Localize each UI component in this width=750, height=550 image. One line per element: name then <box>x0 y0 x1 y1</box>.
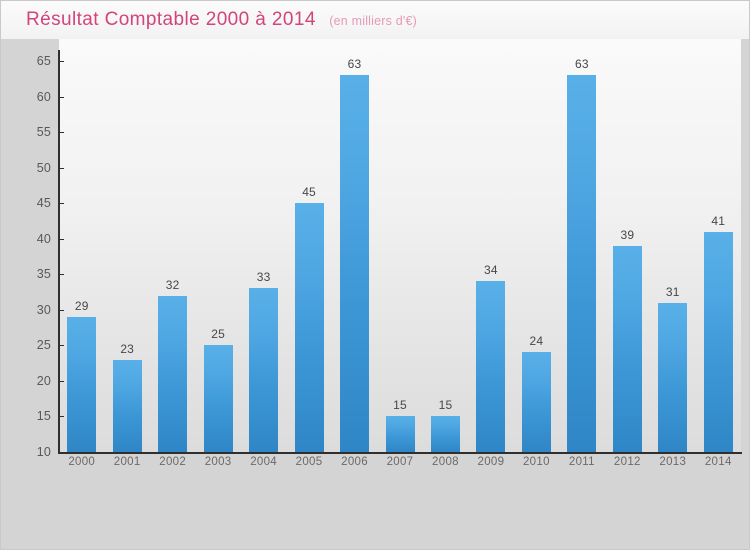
x-axis-tick-label: 2011 <box>568 456 595 468</box>
y-axis-tick-label: 60 <box>36 89 51 104</box>
y-axis-tick <box>58 452 64 453</box>
y-axis-tick <box>58 61 64 62</box>
x-axis-tick-label: 2007 <box>386 456 414 468</box>
y-axis-tick <box>58 238 64 240</box>
x-axis-tick-label: 2010 <box>522 456 550 468</box>
bar-2004[interactable] <box>249 288 279 452</box>
y-axis-tick-label: 50 <box>36 160 51 175</box>
bar-2011[interactable] <box>567 75 597 452</box>
bar-value-label: 32 <box>165 277 180 292</box>
bar-value-label: 23 <box>120 341 135 356</box>
y-axis-tick <box>58 309 64 311</box>
bar-2006[interactable] <box>340 75 370 452</box>
x-axis-tick-label: 2008 <box>432 456 459 468</box>
y-axis-tick <box>58 132 64 134</box>
bar-value-label: 41 <box>711 213 726 228</box>
bar-2009[interactable] <box>476 281 506 452</box>
x-axis-tick-label: 2002 <box>159 456 187 468</box>
y-axis-tick-label: 45 <box>36 196 51 211</box>
bar-2010[interactable] <box>521 352 551 452</box>
x-axis-tick-label: 2006 <box>341 456 368 468</box>
y-axis-tick <box>58 416 64 418</box>
x-axis-tick-label: 2012 <box>613 456 641 468</box>
bar-value-label: 63 <box>347 57 362 72</box>
bar-2001[interactable] <box>112 359 142 452</box>
bar-2005[interactable] <box>294 203 324 452</box>
x-axis-tick-label: 2005 <box>295 456 323 468</box>
x-axis-tick-label: 2009 <box>477 456 505 468</box>
bar-value-label: 31 <box>665 284 680 299</box>
bar-2013[interactable] <box>658 302 688 452</box>
bar-value-label: 34 <box>484 263 498 278</box>
title-group: Résultat Comptable 2000 à 2014 (en milli… <box>26 9 417 31</box>
bar-2003[interactable] <box>203 345 233 452</box>
y-axis-tick-label: 10 <box>36 445 51 459</box>
y-axis-tick-label: 25 <box>36 338 51 353</box>
bar-2014[interactable] <box>703 231 733 452</box>
bar-2008[interactable] <box>430 416 460 452</box>
y-axis-tick <box>58 345 64 347</box>
y-axis-tick <box>58 96 64 98</box>
bar-2012[interactable] <box>612 245 642 452</box>
x-axis-tick-label: 2014 <box>704 456 732 468</box>
bar-value-label: 45 <box>302 185 316 200</box>
x-axis-tick-label: 2003 <box>204 456 232 468</box>
bar-2002[interactable] <box>158 295 188 452</box>
x-axis-tick-label: 2013 <box>659 456 687 468</box>
bar-2000[interactable] <box>67 316 97 452</box>
y-axis-tick <box>58 203 64 205</box>
y-axis-tick-label: 55 <box>36 125 51 140</box>
y-axis-tick-label: 20 <box>36 373 51 388</box>
bar-value-label: 24 <box>529 334 544 349</box>
y-axis-tick <box>58 167 64 169</box>
x-axis-tick-label: 2000 <box>68 456 96 468</box>
y-axis-tick-label: 30 <box>36 302 51 317</box>
y-axis-tick <box>58 380 64 382</box>
y-axis-tick-label: 40 <box>36 231 51 246</box>
chart-header: Résultat Comptable 2000 à 2014 (en milli… <box>1 1 749 39</box>
bar-value-label: 39 <box>620 227 635 242</box>
chart-subtitle: (en milliers d'€) <box>329 14 418 28</box>
y-axis-tick-label: 35 <box>36 267 51 282</box>
y-axis-line <box>58 50 60 453</box>
y-axis-tick-label: 65 <box>36 54 51 68</box>
x-axis-line <box>58 452 742 454</box>
x-axis-tick-label: 2001 <box>113 456 141 468</box>
bar-value-label: 15 <box>393 398 407 413</box>
x-axis-tick-label: 2004 <box>250 456 277 468</box>
bar-2007[interactable] <box>385 416 415 452</box>
bar-value-label: 63 <box>574 57 589 72</box>
bar-value-label: 29 <box>74 298 89 313</box>
y-axis-tick <box>58 274 64 276</box>
bar-value-label: 33 <box>256 270 271 285</box>
bar-value-label: 15 <box>438 398 453 413</box>
y-axis-tick-label: 15 <box>36 409 51 424</box>
bar-value-label: 25 <box>211 327 225 342</box>
chart-footer: BOURDAINVILLE Proxiti <box>1 475 749 549</box>
page-title: Résultat Comptable 2000 à 2014 <box>26 9 316 30</box>
